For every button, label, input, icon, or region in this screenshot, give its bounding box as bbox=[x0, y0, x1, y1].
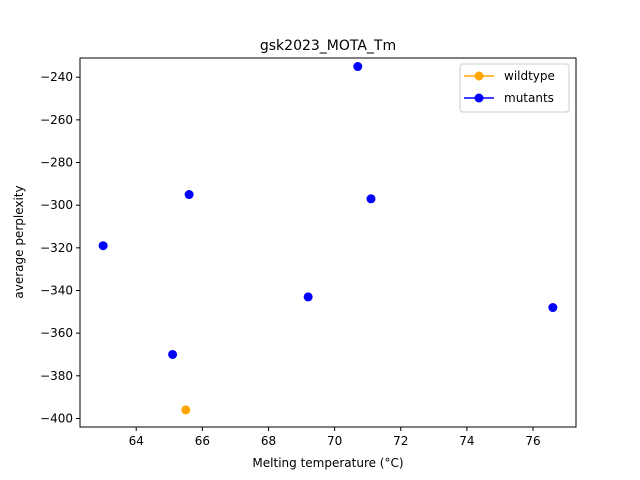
plot-frame bbox=[79, 57, 577, 428]
legend-marker-wildtype bbox=[474, 71, 484, 81]
x-axis: 64 66 68 70 72 74 76 bbox=[129, 427, 541, 448]
y-tick-label: −240 bbox=[40, 70, 73, 84]
legend-marker-mutants bbox=[474, 93, 484, 103]
y-tick-label: −380 bbox=[40, 369, 73, 383]
point-mutants bbox=[168, 349, 178, 359]
point-mutants bbox=[303, 292, 313, 302]
data-points bbox=[98, 62, 558, 415]
x-tick-label: 64 bbox=[129, 434, 144, 448]
x-tick-label: 72 bbox=[393, 434, 408, 448]
legend-label-wildtype: wildtype bbox=[504, 69, 555, 83]
x-axis-label: Melting temperature (°C) bbox=[252, 456, 403, 470]
y-tick-label: −260 bbox=[40, 113, 73, 127]
y-tick-label: −340 bbox=[40, 283, 73, 297]
legend: wildtype mutants bbox=[459, 63, 570, 113]
x-tick-label: 70 bbox=[327, 434, 342, 448]
point-mutants bbox=[353, 62, 363, 72]
y-axis: −240 −260 −280 −300 −320 −340 −360 −380 −400 bbox=[40, 70, 80, 425]
x-tick-label: 76 bbox=[525, 434, 540, 448]
point-wildtype bbox=[181, 405, 191, 415]
y-tick-label: −280 bbox=[40, 156, 73, 170]
point-mutants bbox=[548, 303, 558, 313]
chart-title: gsk2023_MOTA_Tm bbox=[260, 38, 396, 54]
y-tick-label: −320 bbox=[40, 241, 73, 255]
y-tick-label: −300 bbox=[40, 198, 73, 212]
point-mutants bbox=[98, 241, 108, 251]
point-mutants bbox=[366, 194, 376, 204]
x-tick-label: 74 bbox=[459, 434, 474, 448]
y-tick-label: −400 bbox=[40, 411, 73, 425]
legend-label-mutants: mutants bbox=[504, 91, 554, 105]
point-mutants bbox=[184, 190, 194, 200]
y-tick-label: −360 bbox=[40, 326, 73, 340]
x-tick-label: 66 bbox=[195, 434, 210, 448]
y-axis-label: average perplexity bbox=[12, 185, 26, 298]
x-tick-label: 68 bbox=[261, 434, 276, 448]
